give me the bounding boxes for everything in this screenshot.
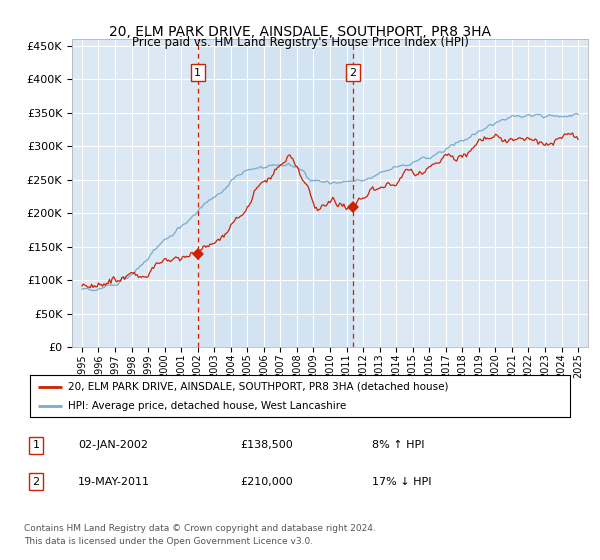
Text: 19-MAY-2011: 19-MAY-2011 — [78, 477, 150, 487]
Text: £138,500: £138,500 — [240, 440, 293, 450]
Text: 20, ELM PARK DRIVE, AINSDALE, SOUTHPORT, PR8 3HA (detached house): 20, ELM PARK DRIVE, AINSDALE, SOUTHPORT,… — [68, 382, 448, 392]
Text: Contains HM Land Registry data © Crown copyright and database right 2024.
This d: Contains HM Land Registry data © Crown c… — [24, 524, 376, 545]
Text: 8% ↑ HPI: 8% ↑ HPI — [372, 440, 425, 450]
Text: 1: 1 — [194, 68, 201, 78]
Text: £210,000: £210,000 — [240, 477, 293, 487]
Text: 20, ELM PARK DRIVE, AINSDALE, SOUTHPORT, PR8 3HA: 20, ELM PARK DRIVE, AINSDALE, SOUTHPORT,… — [109, 25, 491, 39]
Text: 2: 2 — [32, 477, 40, 487]
Text: Price paid vs. HM Land Registry's House Price Index (HPI): Price paid vs. HM Land Registry's House … — [131, 36, 469, 49]
Text: 1: 1 — [32, 440, 40, 450]
Text: HPI: Average price, detached house, West Lancashire: HPI: Average price, detached house, West… — [68, 402, 346, 411]
Text: 17% ↓ HPI: 17% ↓ HPI — [372, 477, 431, 487]
Text: 02-JAN-2002: 02-JAN-2002 — [78, 440, 148, 450]
Text: 2: 2 — [349, 68, 356, 78]
Bar — [197, 39, 353, 347]
